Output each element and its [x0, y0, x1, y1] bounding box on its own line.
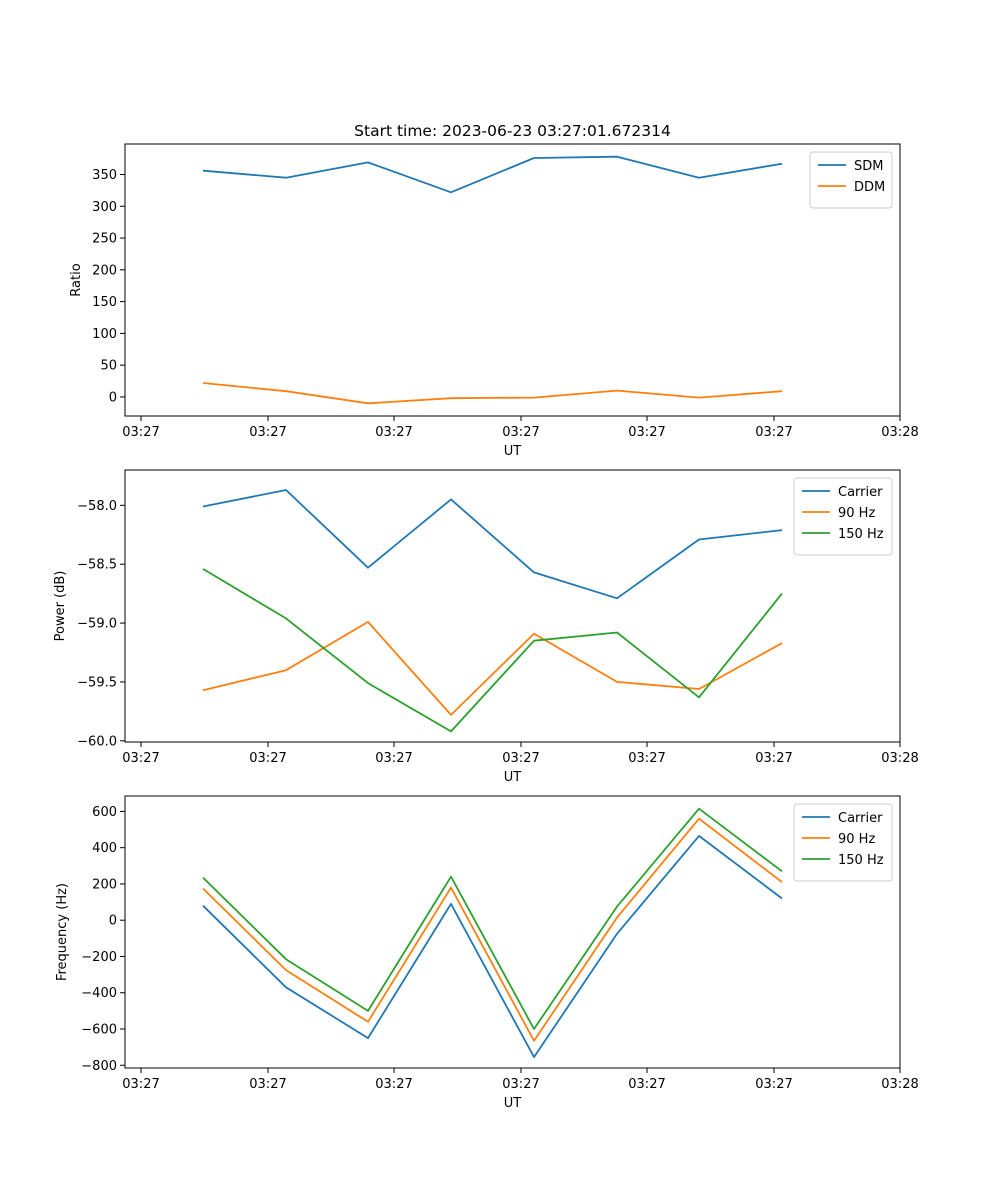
- axes-frame: [124, 795, 901, 1069]
- x-axis-label: UT: [504, 1096, 522, 1111]
- x-tick-label: 03:27: [122, 425, 159, 440]
- series-line-sdm: [202, 155, 783, 194]
- x-tick-label: 03:27: [375, 1077, 412, 1092]
- y-tick-label: 400: [92, 841, 117, 856]
- y-tick-label: 200: [92, 263, 117, 278]
- y-tick-label: 150: [92, 295, 117, 310]
- axes-frame: [124, 469, 901, 743]
- y-tick-label: 50: [100, 359, 117, 374]
- axes-frame: [124, 143, 901, 417]
- y-tick-label: −800: [81, 1059, 117, 1074]
- y-tick-label: −58.5: [77, 558, 117, 573]
- legend-entry: 150 Hz: [838, 527, 884, 542]
- legend-entry: SDM: [854, 159, 883, 174]
- y-tick-label: 250: [92, 232, 117, 247]
- chart-panel-2: 03:27 03:27 03:27 03:27 03:27 03:27 03:28 −60.0…: [53, 469, 919, 785]
- chart-title: Start time: 2023-06-23 03:27:01.672314: [354, 122, 671, 140]
- x-tick-label: 03:27: [502, 1077, 539, 1092]
- y-tick-label: 600: [92, 805, 117, 820]
- y-axis-label: Frequency (Hz): [55, 883, 70, 981]
- legend: Carrier 90 Hz 150 Hz: [793, 803, 893, 882]
- x-tick-label: 03:27: [375, 751, 412, 766]
- x-tick-label: 03:27: [755, 751, 792, 766]
- series-line-90-hz: [202, 621, 783, 716]
- x-tick-label: 03:27: [249, 1077, 286, 1092]
- series-line-carrier: [202, 835, 783, 1058]
- legend-frame: [793, 477, 893, 556]
- y-tick-label: 100: [92, 327, 117, 342]
- series-line-150-hz: [202, 807, 783, 1030]
- x-tick-label: 03:27: [249, 751, 286, 766]
- y-tick-label: 200: [92, 877, 117, 892]
- series-line-ddm: [202, 382, 783, 405]
- series-line-carrier: [202, 489, 783, 600]
- x-tick-label: 03:27: [628, 425, 665, 440]
- y-tick-label: 0: [109, 390, 117, 405]
- y-tick-label: −58.0: [77, 499, 117, 514]
- legend-entry: Carrier: [838, 811, 883, 826]
- x-tick-label: 03:28: [881, 751, 918, 766]
- series-line-150-hz: [202, 568, 783, 733]
- y-tick-label: 300: [92, 200, 117, 215]
- legend-entry: 90 Hz: [838, 832, 875, 847]
- y-tick-label: −400: [81, 986, 117, 1001]
- legend-entry: DDM: [854, 180, 885, 195]
- legend: SDM DDM: [809, 151, 893, 209]
- series-line-90-hz: [202, 817, 783, 1042]
- x-axis-label: UT: [504, 444, 522, 459]
- x-tick-label: 03:27: [375, 425, 412, 440]
- y-tick-label: 350: [92, 168, 117, 183]
- legend: Carrier 90 Hz 150 Hz: [793, 477, 893, 556]
- x-tick-label: 03:27: [755, 425, 792, 440]
- x-tick-label: 03:27: [122, 751, 159, 766]
- x-tick-label: 03:28: [881, 1077, 918, 1092]
- y-tick-label: −59.0: [77, 617, 117, 632]
- y-tick-label: −59.5: [77, 675, 117, 690]
- y-axis-label: Ratio: [69, 263, 84, 296]
- x-tick-label: 03:27: [628, 1077, 665, 1092]
- x-tick-label: 03:27: [755, 1077, 792, 1092]
- x-tick-label: 03:28: [881, 425, 918, 440]
- chart-panel-3: 03:27 03:27 03:27 03:27 03:27 03:27 03:28 −800 −…: [55, 795, 919, 1111]
- y-tick-label: −600: [81, 1023, 117, 1038]
- x-tick-label: 03:27: [628, 751, 665, 766]
- y-tick-label: 0: [109, 914, 117, 929]
- y-axis-label: Power (dB): [53, 571, 68, 642]
- x-axis-label: UT: [504, 770, 522, 785]
- legend-entry: 90 Hz: [838, 506, 875, 521]
- legend-frame: [793, 803, 893, 882]
- x-tick-label: 03:27: [502, 751, 539, 766]
- legend-entry: Carrier: [838, 485, 883, 500]
- y-tick-label: −200: [81, 950, 117, 965]
- x-tick-label: 03:27: [502, 425, 539, 440]
- y-tick-label: −60.0: [77, 734, 117, 749]
- x-tick-label: 03:27: [249, 425, 286, 440]
- legend-frame: [809, 151, 893, 209]
- legend-entry: 150 Hz: [838, 853, 884, 868]
- x-tick-label: 03:27: [122, 1077, 159, 1092]
- chart-panel-1: 03:27 03:27 03:27 03:27 03:27 03:27 03:28 0 50 10…: [69, 122, 919, 459]
